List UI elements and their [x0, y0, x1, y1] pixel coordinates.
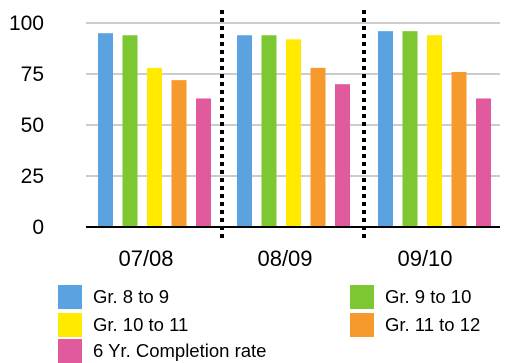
- bar-6-yr-completion-rate-08-09: [335, 84, 350, 227]
- y-tick-label: 100: [9, 12, 44, 35]
- bar-gr-11-to-12-07-08: [171, 80, 187, 228]
- bar-gr-10-to-11-08-09: [286, 39, 301, 227]
- bar-6-yr-completion-rate-07-08: [196, 98, 211, 227]
- bar-gr-11-to-12-08-09: [310, 67, 326, 227]
- bar-gr-9-to-10-09-10: [402, 31, 418, 227]
- bar-gr-11-to-12-09-10: [451, 71, 467, 228]
- y-tick-label: 75: [21, 63, 44, 86]
- y-tick-label: 25: [21, 165, 44, 188]
- bar-gr-8-to-9-07-08: [98, 33, 113, 228]
- x-category-label: 08/09: [257, 246, 312, 271]
- bar-gr-8-to-9-09-10: [378, 31, 393, 227]
- y-tick-label: 0: [32, 216, 44, 239]
- y-tick-label: 50: [21, 114, 44, 137]
- bar-gr-9-to-10-07-08: [122, 35, 138, 227]
- bar-gr-9-to-10-08-09: [261, 35, 277, 227]
- bar-gr-10-to-11-09-10: [427, 35, 442, 227]
- x-category-label: 07/08: [118, 246, 173, 271]
- bar-6-yr-completion-rate-09-10: [476, 98, 491, 227]
- bar-gr-10-to-11-07-08: [147, 67, 162, 227]
- x-category-label: 09/10: [397, 246, 452, 271]
- bar-gr-8-to-9-08-09: [237, 35, 252, 227]
